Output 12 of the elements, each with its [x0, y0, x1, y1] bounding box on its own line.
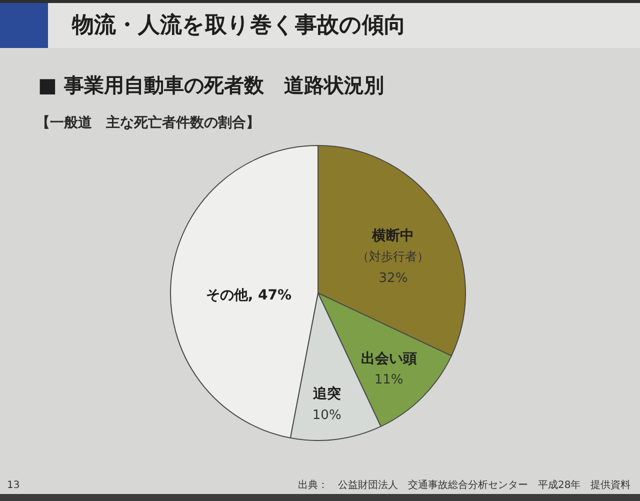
data-label: 10%	[312, 408, 342, 423]
slice-label: その他, 47%	[206, 288, 292, 304]
slice-label: 出会い頭	[360, 350, 417, 367]
chart-title: ■ 事業用自動車の死者数 道路状況別	[38, 73, 384, 97]
text: 13	[7, 480, 20, 491]
chart-subtitle: 【一般道 主な死亡者件数の割合】	[36, 115, 260, 131]
slice-label: 追突	[312, 385, 341, 402]
text: 物流・人流を取り巻く事故の傾向	[72, 13, 406, 38]
source-note: 出典： 公益財団法人 交通事故総合分析センター 平成28年 提供資料	[298, 480, 631, 491]
data-label: 11%	[374, 372, 404, 388]
slice-label: 横断中（対歩行者）	[357, 228, 430, 264]
data-label: 32%	[378, 270, 408, 286]
